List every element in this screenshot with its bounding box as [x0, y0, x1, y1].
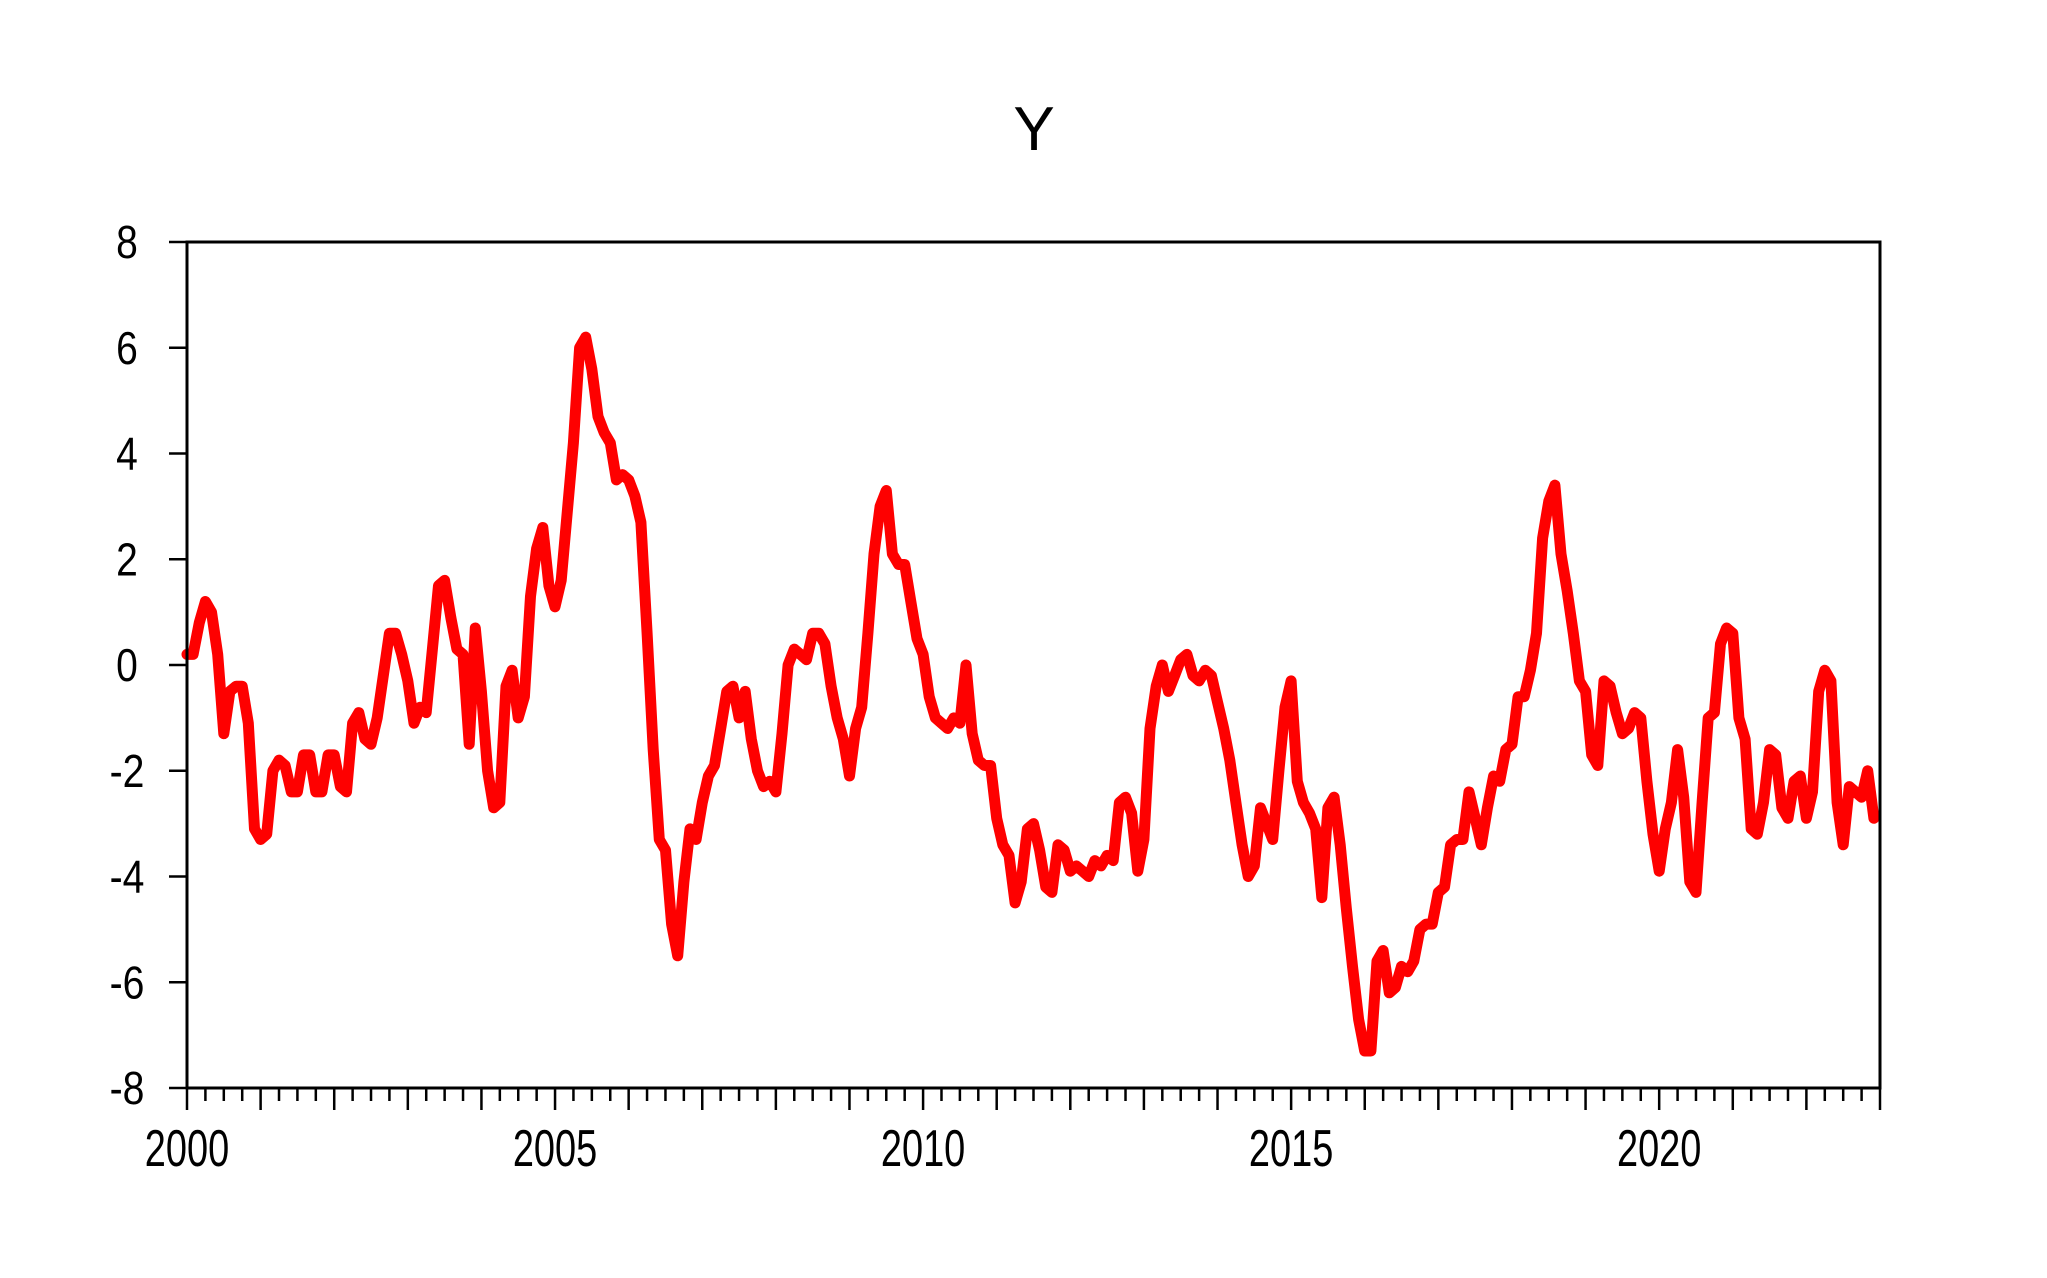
plot-border	[185, 240, 1882, 1090]
x-tick-label-2005: 2005	[513, 1120, 597, 1178]
y-axis-ticks	[169, 240, 187, 1090]
x-tick-label-2020: 2020	[1617, 1120, 1701, 1178]
y-tick-label-8: 8	[116, 216, 138, 268]
y-tick-label--4: -4	[110, 851, 145, 903]
y-tick-label-0: 0	[116, 639, 138, 691]
y-tick-label-2: 2	[116, 533, 138, 585]
x-tick-label-2000: 2000	[145, 1120, 229, 1178]
y-tick-label-6: 6	[116, 322, 138, 374]
y-tick-label--8: -8	[110, 1062, 145, 1114]
chart-title: Y	[1013, 95, 1054, 164]
x-axis-ticks	[185, 1088, 1882, 1110]
y-tick-label-4: 4	[116, 428, 138, 480]
y-tick-label--2: -2	[110, 745, 145, 797]
series-line-y	[181, 331, 1880, 1057]
y-axis-labels: 8 6 4 2 0 -2 -4 -6 -8	[110, 216, 145, 1114]
x-axis-labels: 2000 2005 2010 2015 2020	[145, 1120, 1702, 1178]
x-tick-label-2010: 2010	[881, 1120, 965, 1178]
x-tick-label-2015: 2015	[1249, 1120, 1333, 1178]
y-tick-label--6: -6	[110, 956, 145, 1008]
series-group	[181, 331, 1880, 1057]
